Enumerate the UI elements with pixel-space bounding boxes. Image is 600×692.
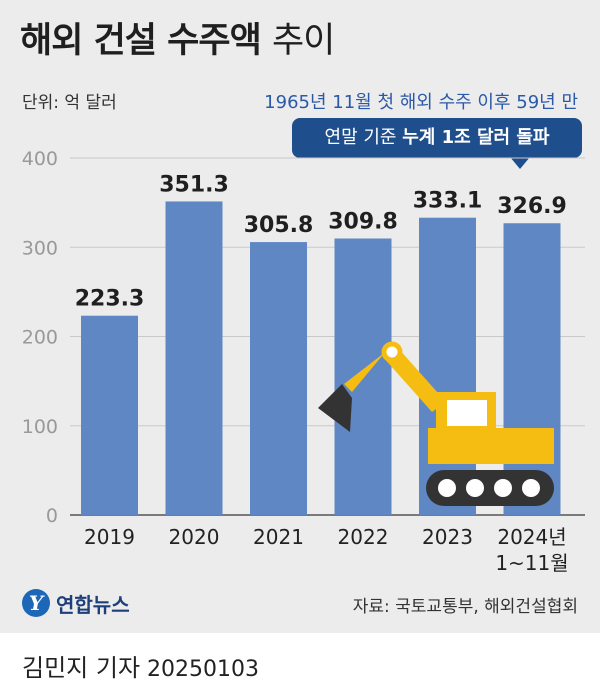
yonhap-logo: Y 연합뉴스	[22, 586, 130, 620]
subtitle: 1965년 11월 첫 해외 수주 이후 59년 만	[264, 92, 578, 113]
y-tick-label: 100	[22, 416, 58, 438]
excavator-stick	[344, 350, 388, 392]
byline: 김민지 기자 20250103	[22, 648, 259, 683]
reporter-name: 김민지 기자	[22, 654, 141, 682]
title-suffix: 추이	[271, 21, 335, 61]
bar	[165, 201, 223, 515]
page-title: 해외 건설 수주액 추이	[20, 12, 335, 63]
x-tick-label: 2023	[422, 525, 473, 549]
y-tick-label: 200	[22, 327, 58, 349]
y-tick-label: 0	[46, 505, 58, 527]
track-wheel	[438, 479, 456, 497]
title-main: 해외 건설 수주액	[20, 21, 262, 61]
callout-highlight: 누계 1조 달러 돌파	[402, 127, 550, 148]
x-tick-label: 2022	[338, 525, 389, 549]
x-tick-label: 2019	[84, 525, 135, 549]
excavator-track	[426, 470, 554, 506]
unit-note: 단위: 억 달러	[22, 93, 117, 113]
x-tick-label: 2020	[169, 525, 220, 549]
callout-tail	[510, 157, 530, 169]
excavator-joint	[381, 341, 403, 363]
bar-value-label: 333.1	[413, 189, 483, 214]
excavator-bucket	[318, 384, 352, 432]
gridlines	[70, 157, 585, 516]
excavator-body	[428, 428, 554, 464]
x-tick-label: 2024년	[497, 525, 566, 549]
bar	[503, 223, 561, 515]
excavator-icon	[318, 341, 554, 506]
excavator-window	[447, 400, 487, 426]
bar	[250, 242, 307, 516]
labels: 0 100 200 300 400 223.3 2019 351.3 2020 305.8 2021…	[22, 148, 569, 575]
bar	[81, 315, 138, 515]
track-wheel	[466, 479, 484, 497]
callout-box: 연말 기준 누계 1조 달러 돌파	[292, 118, 582, 158]
logo-text: 연합뉴스	[56, 592, 130, 617]
source-note: 자료: 국토교통부, 해외건설협회	[352, 597, 578, 617]
x-tick-label-sub: 1~11월	[495, 551, 568, 575]
bars	[81, 201, 561, 516]
bar-chart: 0 100 200 300 400 223.3 2019 351.3 2020 305.8 2021…	[22, 148, 585, 575]
bar-value-label: 223.3	[75, 287, 145, 312]
excavator-arm	[382, 348, 446, 412]
publish-date: 20250103	[147, 657, 260, 682]
bar-value-label: 305.8	[244, 213, 314, 238]
y-tick-label: 400	[22, 148, 58, 170]
callout-prefix: 연말 기준	[324, 127, 397, 148]
bar-value-label: 309.8	[328, 210, 398, 235]
x-tick-label: 2021	[253, 525, 304, 549]
bar-value-label: 351.3	[159, 172, 229, 197]
yonhap-logo-icon: Y	[22, 589, 50, 617]
track-wheel	[522, 479, 540, 497]
bar-value-label: 326.9	[497, 194, 567, 219]
track-wheel	[494, 479, 512, 497]
y-tick-label: 300	[22, 237, 58, 259]
bar	[419, 217, 476, 515]
